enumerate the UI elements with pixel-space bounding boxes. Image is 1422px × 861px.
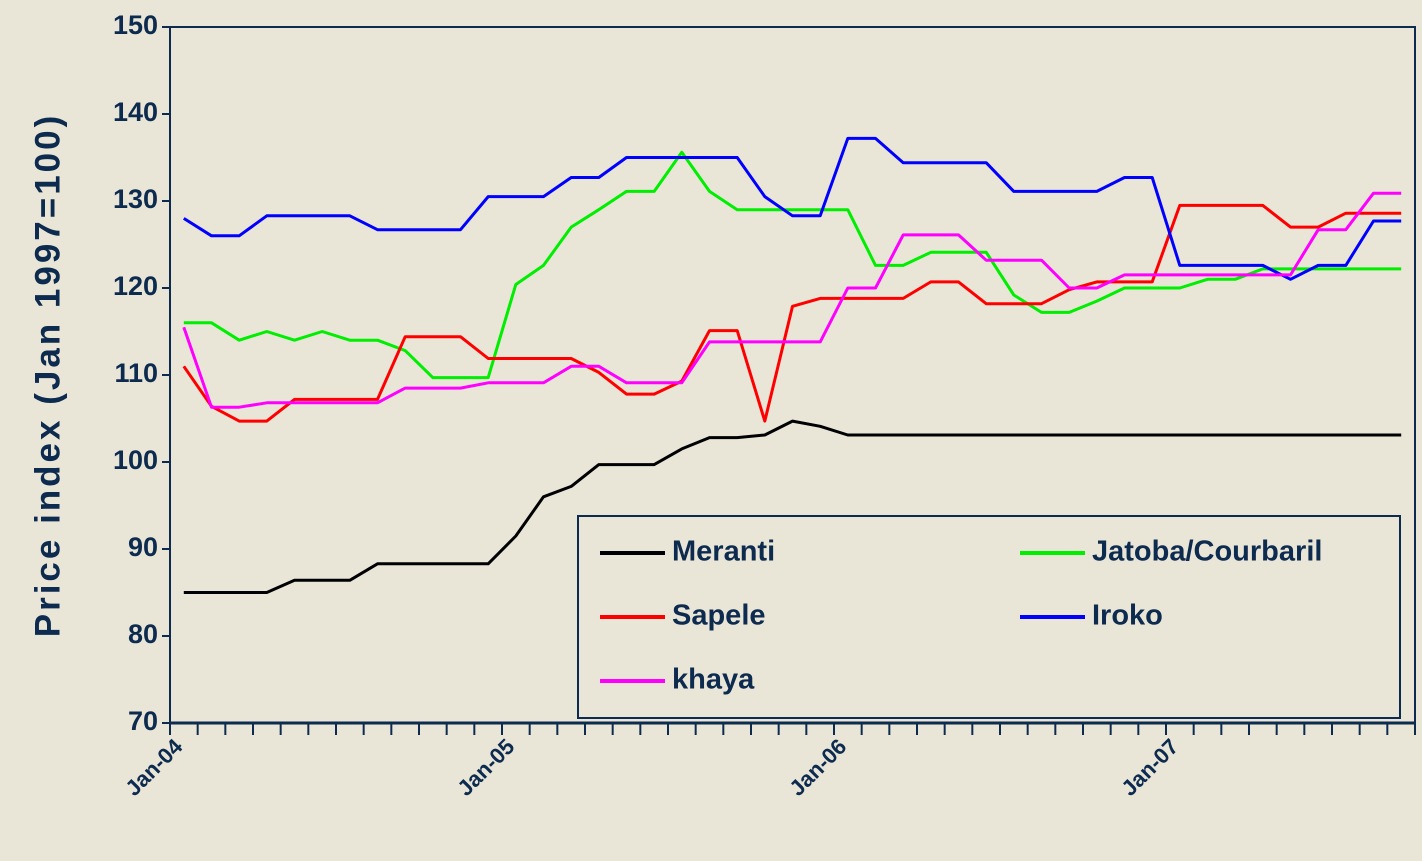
legend-box — [577, 515, 1401, 719]
series-line — [182, 203, 1402, 423]
y-tick-label: 150 — [113, 10, 158, 40]
series-line — [182, 191, 1402, 409]
y-tick-label: 110 — [114, 358, 158, 388]
legend-label: khaya — [672, 664, 755, 696]
y-tick-label: 100 — [113, 445, 158, 475]
y-tick-label: 90 — [128, 532, 158, 562]
series-line — [183, 136, 1402, 281]
y-tick-label: 120 — [113, 271, 158, 301]
y-axis-label: Price index (Jan 1997=100) — [28, 113, 67, 638]
y-tick-label: 140 — [113, 97, 158, 127]
series-line — [183, 419, 1402, 594]
series-line — [183, 150, 1402, 380]
legend-label: Meranti — [672, 536, 775, 568]
legend-label: Iroko — [1092, 600, 1163, 632]
legend-label: Sapele — [672, 600, 766, 632]
y-tick-label: 70 — [128, 706, 158, 736]
y-tick-label: 80 — [128, 619, 158, 649]
legend-label: Jatoba/Courbaril — [1092, 536, 1322, 568]
y-tick-label: 130 — [113, 184, 158, 214]
